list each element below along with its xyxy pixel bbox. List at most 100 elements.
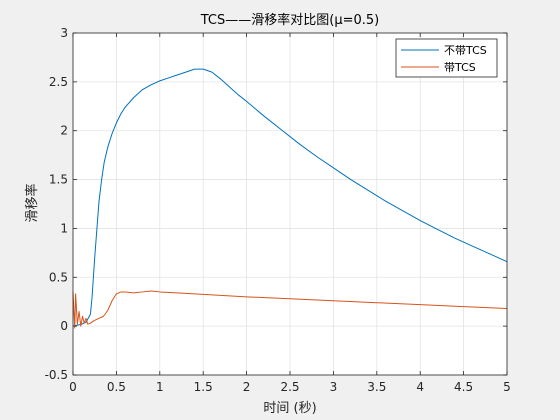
data-point-series-2 — [420, 304, 421, 305]
ticks — [72, 32, 508, 376]
data-point-series-1 — [333, 167, 334, 168]
data-point-series-1 — [116, 122, 117, 123]
data-point-series-1 — [168, 77, 169, 78]
series-line-1 — [72, 68, 508, 327]
data-point-series-1 — [281, 129, 282, 130]
data-point-series-1 — [94, 257, 95, 258]
data-point-series-1 — [489, 253, 490, 254]
data-point-series-1 — [98, 200, 99, 201]
data-point-series-1 — [368, 190, 369, 191]
x-tick-label: 1.5 — [194, 380, 213, 394]
data-point-series-1 — [107, 147, 108, 148]
x-tick-labels: 0 0.5 1 1.5 2 2.5 3 3.5 4 4.5 5 — [69, 380, 511, 394]
data-point-series-2 — [463, 306, 464, 307]
data-point-series-1 — [454, 238, 455, 239]
chart-title: TCS——滑移率对比图(μ=0.5) — [200, 12, 380, 28]
data-point-series-2 — [98, 318, 99, 319]
data-point-series-1 — [246, 101, 247, 102]
y-tick-label: -0.5 — [45, 368, 68, 382]
data-point-series-1 — [211, 71, 212, 72]
data-point-series-2 — [85, 318, 86, 319]
data-point-series-2 — [333, 300, 334, 301]
data-point-series-2 — [151, 290, 152, 291]
data-point-series-2 — [194, 293, 195, 294]
data-point-series-1 — [111, 133, 112, 134]
data-point-series-1 — [298, 143, 299, 144]
data-point-series-2 — [211, 294, 212, 295]
data-point-series-2 — [84, 323, 85, 324]
x-tick-label: 4 — [416, 380, 424, 394]
data-point-series-2 — [80, 326, 81, 327]
data-point-series-1 — [472, 245, 473, 246]
data-point-series-2 — [124, 291, 125, 292]
data-point-series-2 — [246, 296, 247, 297]
data-point-series-2 — [289, 298, 290, 299]
y-tick-label: 1.5 — [49, 173, 68, 187]
x-tick-label: 3 — [330, 380, 338, 394]
data-point-series-1 — [185, 71, 186, 72]
data-point-series-1 — [101, 179, 102, 180]
data-point-series-2 — [77, 324, 78, 325]
x-tick-label: 2.5 — [280, 380, 299, 394]
data-point-series-2 — [82, 316, 83, 317]
y-tick-label: 3 — [60, 26, 68, 40]
y-tick-label: 2.5 — [49, 75, 68, 89]
data-point-series-1 — [177, 74, 178, 75]
y-tick-labels: -0.5 0 0.5 1 1.5 2 2.5 3 — [45, 26, 68, 382]
legend: 不带TCS 带TCS — [395, 38, 498, 78]
x-tick-label: 2 — [243, 380, 251, 394]
data-point-series-1 — [90, 314, 91, 315]
data-point-series-2 — [376, 302, 377, 303]
data-point-series-2 — [94, 320, 95, 321]
data-point-series-1 — [133, 97, 134, 98]
y-tick-label: 1 — [60, 221, 68, 235]
data-point-series-1 — [263, 115, 264, 116]
x-tick-label: 5 — [503, 380, 511, 394]
legend-box — [395, 38, 498, 78]
data-point-series-2 — [142, 291, 143, 292]
data-point-series-2 — [87, 324, 88, 325]
data-point-series-1 — [350, 179, 351, 180]
series-layer — [72, 68, 508, 329]
data-point-series-1 — [237, 94, 238, 95]
y-axis-label: 滑移率 — [24, 183, 40, 222]
data-point-series-1 — [229, 86, 230, 87]
data-point-series-1 — [97, 223, 98, 224]
data-point-series-1 — [194, 69, 195, 70]
data-point-series-1 — [220, 78, 221, 79]
x-tick-label: 0 — [69, 380, 77, 394]
data-point-series-1 — [315, 156, 316, 157]
data-point-series-2 — [229, 295, 230, 296]
series-line-2 — [72, 290, 508, 329]
x-tick-label: 0.5 — [107, 380, 126, 394]
data-point-series-1 — [402, 210, 403, 211]
data-point-series-2 — [133, 292, 134, 293]
data-point-series-1 — [420, 220, 421, 221]
legend-label-series-2: 带TCS — [444, 61, 476, 74]
data-point-series-1 — [159, 80, 160, 81]
data-point-series-2 — [78, 311, 79, 312]
data-point-series-2 — [75, 293, 76, 294]
data-point-series-1 — [142, 89, 143, 90]
data-point-series-1 — [92, 296, 93, 297]
data-point-series-2 — [159, 291, 160, 292]
data-point-series-1 — [120, 114, 121, 115]
data-point-series-2 — [103, 316, 104, 317]
data-point-series-2 — [177, 292, 178, 293]
x-axis-label: 时间 (秒) — [263, 401, 316, 416]
y-tick-label: 2 — [60, 124, 68, 138]
data-point-series-1 — [104, 161, 105, 162]
data-point-series-1 — [124, 107, 125, 108]
data-point-series-2 — [107, 310, 108, 311]
data-point-series-1 — [203, 69, 204, 70]
data-point-series-1 — [385, 200, 386, 201]
x-tick-label: 3.5 — [367, 380, 386, 394]
data-point-series-2 — [111, 300, 112, 301]
x-tick-label: 4.5 — [454, 380, 473, 394]
x-tick-label: 1 — [156, 380, 164, 394]
legend-label-series-1: 不带TCS — [444, 44, 487, 57]
y-tick-label: 0.5 — [49, 270, 68, 284]
data-point-series-1 — [437, 229, 438, 230]
data-point-series-2 — [74, 328, 75, 329]
